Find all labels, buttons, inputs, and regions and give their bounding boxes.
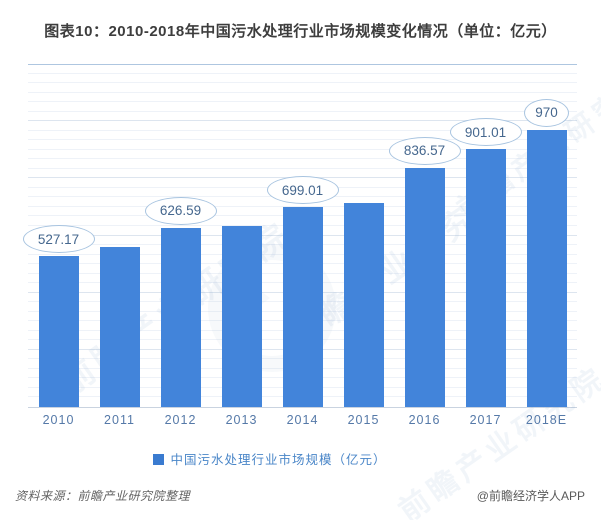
bar	[343, 202, 384, 407]
bar	[160, 227, 201, 407]
x-axis-line	[28, 407, 577, 408]
bar-value-bubble: 626.59	[144, 196, 217, 225]
bar	[38, 256, 79, 407]
x-axis-label: 2016	[408, 413, 441, 427]
chart-title: 图表10：2010-2018年中国污水处理行业市场规模变化情况（单位：亿元）	[44, 23, 557, 40]
gridline-minor	[28, 129, 577, 131]
x-axis-label: 2018E	[525, 413, 568, 427]
gridline-minor	[28, 158, 577, 160]
x-axis-label: 2011	[104, 413, 135, 427]
gridline-minor	[28, 91, 577, 93]
gridline-minor	[28, 110, 577, 112]
plot-area: 前瞻产业研究院 前瞻产业研究院 前瞻产业研究院 前瞻产业研究院 527.1762…	[22, 64, 601, 520]
bar-value-bubble: 699.01	[266, 176, 339, 205]
bar	[282, 207, 323, 407]
bar-value-bubble: 901.01	[449, 118, 522, 147]
x-axis-label: 2010	[42, 413, 75, 427]
gridline-minor	[28, 72, 577, 74]
x-axis-label: 2015	[347, 413, 380, 427]
x-axis-label: 2017	[469, 413, 502, 427]
source-text: 资料来源：前瞻产业研究院整理	[15, 489, 191, 503]
footer: 资料来源：前瞻产业研究院整理 @前瞻经济学人APP	[15, 487, 585, 504]
legend-label: 中国污水处理行业市场规模（亿元）	[170, 453, 387, 467]
x-axis-label: 2012	[164, 413, 197, 427]
bar	[465, 149, 506, 407]
gridline-minor	[28, 205, 577, 207]
bar-value-bubble: 970	[524, 98, 569, 127]
bar-value-bubble: 836.57	[388, 136, 461, 165]
gridline-minor	[28, 82, 577, 84]
gridline-minor	[28, 148, 577, 150]
x-axis-label: 2014	[286, 413, 319, 427]
legend: 中国污水处理行业市场规模（亿元）	[0, 449, 540, 469]
gridline-top	[28, 64, 577, 65]
bar	[526, 129, 567, 407]
gridline-minor	[28, 101, 577, 103]
bar	[404, 167, 445, 407]
x-axis-label: 2013	[225, 413, 258, 427]
x-axis: 2010 2011 2012 2013 2014 2015 2016 2017 2018E	[28, 413, 577, 427]
gridline-major	[28, 120, 577, 122]
credit-text: @前瞻经济学人APP	[476, 489, 585, 503]
legend-swatch-icon	[153, 454, 165, 465]
bar	[221, 225, 262, 407]
bar-value-bubble: 527.17	[22, 225, 95, 254]
gridline-minor	[28, 167, 577, 169]
gridline-minor	[28, 139, 577, 141]
bar	[99, 246, 140, 407]
